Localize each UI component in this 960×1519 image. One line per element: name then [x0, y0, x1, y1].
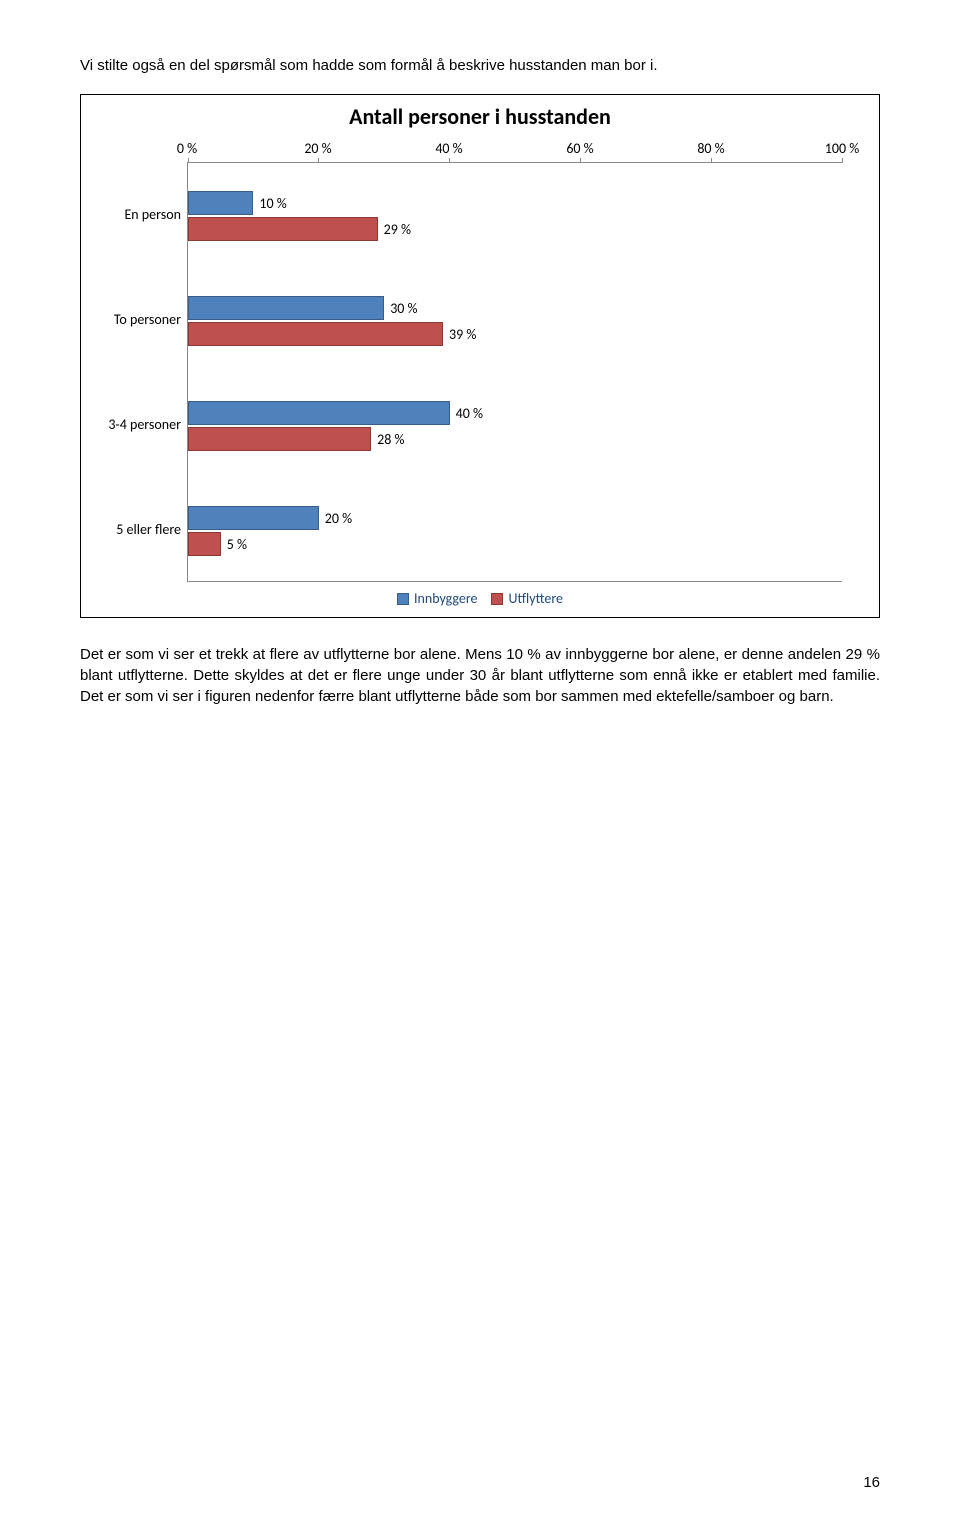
- category-label: To personer: [91, 267, 187, 372]
- body-paragraph: Det er som vi ser et trekk at flere av u…: [80, 644, 880, 707]
- legend-label: Utflyttere: [508, 590, 563, 607]
- chart-legend: Innbyggere Utflyttere: [91, 590, 869, 607]
- y-axis-labels: En personTo personer3-4 personer5 eller …: [91, 140, 187, 582]
- bar: [188, 191, 253, 215]
- bar: [188, 217, 378, 241]
- bar-value-label: 28 %: [377, 431, 404, 448]
- chart-area: En personTo personer3-4 personer5 eller …: [91, 140, 869, 582]
- category-label: En person: [91, 162, 187, 267]
- bar: [188, 322, 443, 346]
- page-number: 16: [863, 1474, 880, 1491]
- plot-column: 0 %20 %40 %60 %80 %100 % 10 %29 %30 %39 …: [187, 140, 869, 582]
- legend-item: Utflyttere: [491, 590, 563, 607]
- legend-swatch: [491, 593, 503, 605]
- bar-value-label: 40 %: [456, 405, 483, 422]
- bar: [188, 401, 450, 425]
- bar-value-label: 20 %: [325, 510, 352, 527]
- bar-value-label: 10 %: [259, 195, 286, 212]
- bar-group: 10 % 29 %: [188, 163, 842, 268]
- page: Vi stilte også en del spørsmål som hadde…: [0, 0, 960, 1519]
- x-tick-label: 0 %: [177, 140, 197, 157]
- x-tick-label: 80 %: [697, 140, 724, 157]
- bar-value-label: 29 %: [384, 221, 411, 238]
- legend-swatch: [397, 593, 409, 605]
- bar-group: 40 % 28 %: [188, 373, 842, 478]
- category-label: 3-4 personer: [91, 372, 187, 477]
- legend-label: Innbyggere: [414, 590, 478, 607]
- bar-value-label: 39 %: [449, 326, 476, 343]
- bar: [188, 296, 384, 320]
- bar: [188, 427, 371, 451]
- bar: [188, 506, 319, 530]
- bar-group: 20 % 5 %: [188, 478, 842, 583]
- bar-value-label: 30 %: [390, 300, 417, 317]
- chart-title: Antall personer i husstanden: [91, 103, 869, 130]
- chart-container: Antall personer i husstanden En personTo…: [80, 94, 880, 618]
- plot-area: 10 % 29 % 30 % 39 % 40 % 28 % 20 % 5 %: [187, 162, 842, 582]
- x-tick-label: 60 %: [566, 140, 593, 157]
- bar-group: 30 % 39 %: [188, 268, 842, 373]
- x-tick-label: 40 %: [435, 140, 462, 157]
- intro-paragraph: Vi stilte også en del spørsmål som hadde…: [80, 55, 880, 76]
- x-axis-labels: 0 %20 %40 %60 %80 %100 %: [187, 140, 842, 162]
- legend-item: Innbyggere: [397, 590, 478, 607]
- category-label: 5 eller flere: [91, 477, 187, 582]
- bar: [188, 532, 221, 556]
- x-tick-label: 20 %: [304, 140, 331, 157]
- x-tick-label: 100 %: [825, 140, 859, 157]
- bar-value-label: 5 %: [227, 536, 247, 553]
